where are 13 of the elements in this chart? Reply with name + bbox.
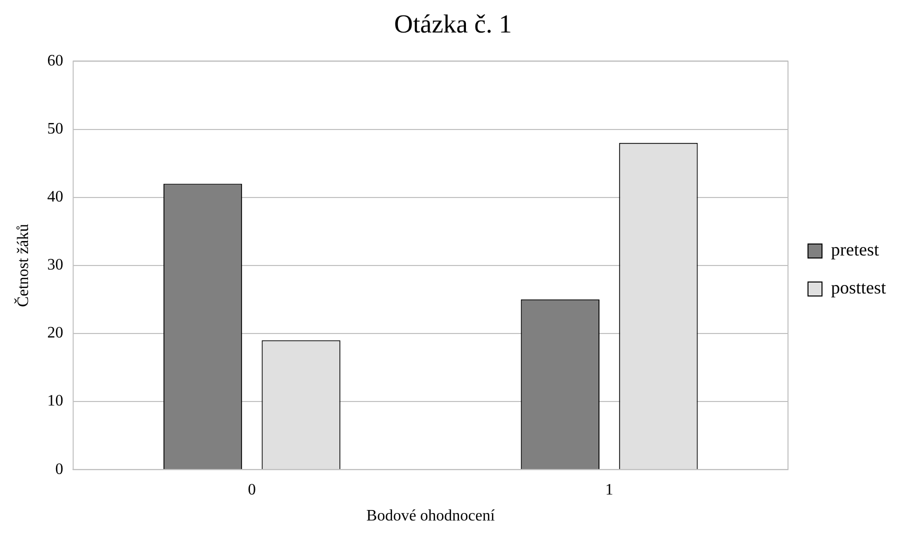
y-tick-label: 20 bbox=[47, 324, 64, 342]
x-tick-label: 1 bbox=[605, 481, 614, 498]
y-axis-title: Četnost žáků bbox=[14, 224, 32, 307]
y-tick-label: 0 bbox=[55, 460, 64, 478]
y-tick-label: 10 bbox=[47, 392, 64, 410]
y-tick-label: 40 bbox=[47, 188, 64, 206]
x-axis-title: Bodové ohodnocení bbox=[366, 508, 496, 525]
y-tick-label: 30 bbox=[47, 256, 64, 274]
chart-title: Otázka č. 1 bbox=[394, 9, 512, 38]
legend-label: posttest bbox=[831, 278, 886, 298]
legend-label: pretest bbox=[831, 240, 879, 260]
y-tick-label: 60 bbox=[47, 52, 64, 70]
y-tick-label: 50 bbox=[47, 120, 64, 138]
